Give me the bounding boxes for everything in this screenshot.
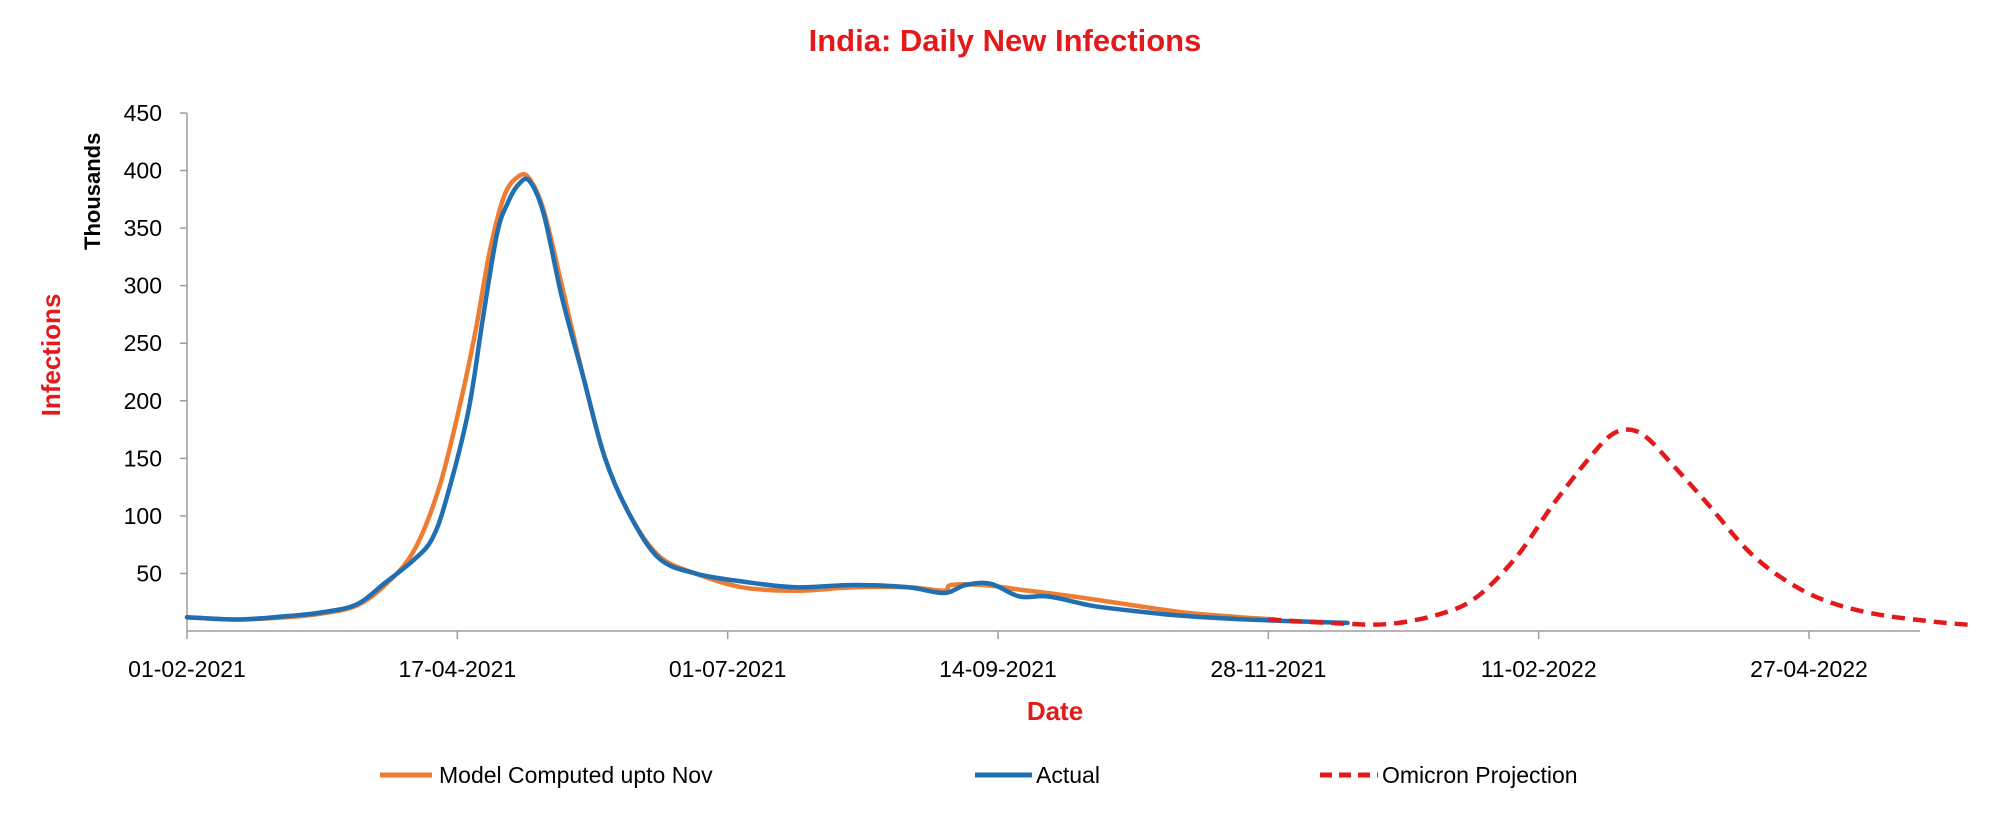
x-tick-label: 01-02-2021 xyxy=(128,656,246,682)
y-tick-label: 100 xyxy=(124,503,162,529)
y-tick-label: 400 xyxy=(124,158,162,184)
x-axis-title: Date xyxy=(1027,696,1083,726)
y-tick-label: 50 xyxy=(136,560,162,586)
y-tick-label: 450 xyxy=(124,100,162,126)
y-axis-title: Infections xyxy=(36,294,66,417)
x-tick-label: 28-11-2021 xyxy=(1210,656,1326,682)
series-model-line xyxy=(184,171,1278,622)
legend: Model Computed upto Nov Actual Omicron P… xyxy=(380,762,1578,788)
series-omicron-line xyxy=(1268,427,1975,628)
legend-item-model: Model Computed upto Nov xyxy=(380,762,713,788)
x-tick-label: 17-04-2021 xyxy=(399,656,517,682)
y-unit-label: Thousands xyxy=(80,133,105,250)
legend-item-actual: Actual xyxy=(975,762,1100,788)
x-tick-label: 01-07-2021 xyxy=(669,656,787,682)
legend-label-model: Model Computed upto Nov xyxy=(439,762,713,788)
y-tick-label: 150 xyxy=(124,445,162,471)
y-tick-label: 350 xyxy=(124,215,162,241)
legend-label-omicron: Omicron Projection xyxy=(1382,762,1578,788)
series-actual-line xyxy=(184,176,1350,626)
series-layer xyxy=(184,171,1975,628)
x-tick-label: 11-02-2022 xyxy=(1481,656,1597,682)
y-tick-label: 250 xyxy=(124,330,162,356)
y-tick-label: 200 xyxy=(124,388,162,414)
x-tick-label: 14-09-2021 xyxy=(939,656,1057,682)
plot-area: 50 100 150 200 250 300 350 400 450 01-02-2021 17-… xyxy=(124,100,1975,682)
x-tick-label: 27-04-2022 xyxy=(1750,656,1868,682)
x-ticks: 01-02-2021 17-04-2021 01-07-2021 14-09-2021… xyxy=(128,631,1868,682)
legend-item-omicron: Omicron Projection xyxy=(1320,762,1578,788)
legend-label-actual: Actual xyxy=(1036,762,1100,788)
y-tick-label: 300 xyxy=(124,273,162,299)
y-ticks: 50 100 150 200 250 300 350 400 450 xyxy=(124,100,187,586)
chart-title: India: Daily New Infections xyxy=(809,23,1202,58)
